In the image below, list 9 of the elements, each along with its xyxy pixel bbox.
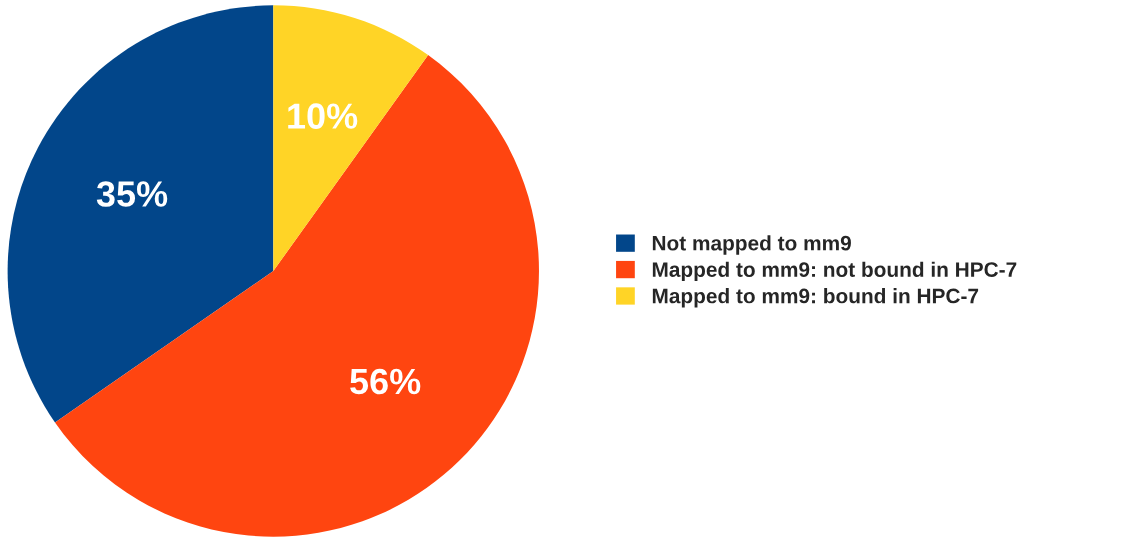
data-label: 56% bbox=[350, 368, 421, 395]
data-label: 10% bbox=[288, 103, 358, 129]
pie-slice bbox=[55, 55, 539, 537]
legend-label: Mapped to mm9: not bound in HPC-7 bbox=[652, 261, 1017, 282]
data-label: 35% bbox=[96, 181, 168, 207]
legend-label: Mapped to mm9: bound in HPC-7 bbox=[652, 288, 979, 308]
pie-slice bbox=[273, 5, 429, 271]
pie-slice bbox=[7, 5, 274, 423]
legend-label: Not mapped to mm9 bbox=[652, 235, 851, 255]
